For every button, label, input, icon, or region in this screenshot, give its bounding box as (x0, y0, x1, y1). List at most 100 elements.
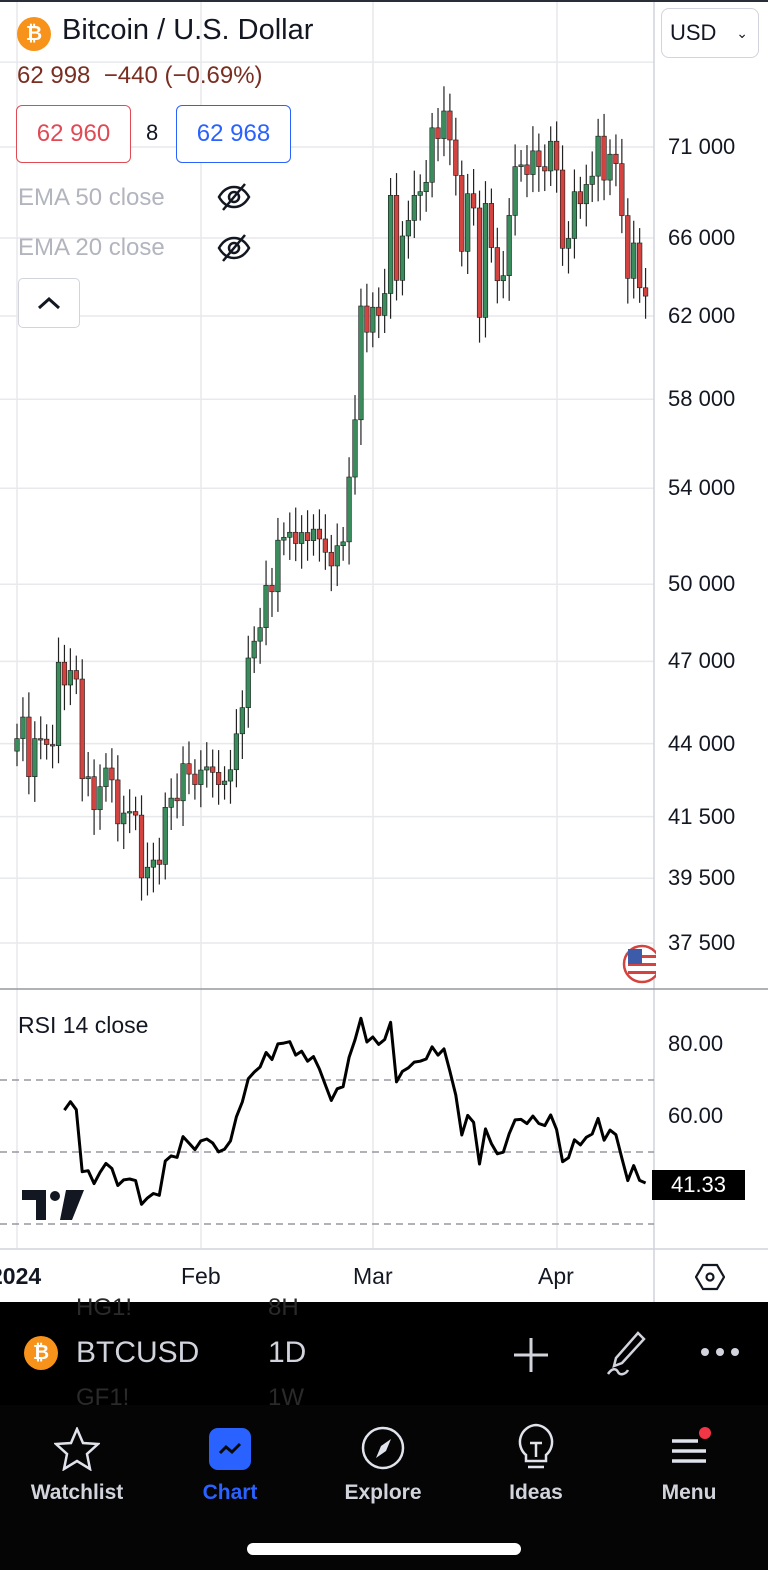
rsi-axis-label: 80.00 (668, 1031, 724, 1056)
more-icon[interactable] (700, 1346, 740, 1358)
candle-up (607, 153, 613, 181)
tab-explore[interactable]: Explore (306, 1405, 460, 1505)
currency-select[interactable]: USD ⌄ (661, 8, 759, 58)
candle-up (583, 184, 589, 205)
candle-down (38, 738, 44, 741)
price-axis-label: 39 500 (668, 865, 736, 891)
price-axis-label: 37 500 (668, 930, 736, 955)
rsi-line (63, 1016, 647, 1206)
bitcoin-icon: ₿ (17, 17, 51, 51)
tab-watchlist[interactable]: Watchlist (0, 1405, 154, 1505)
candle-down (328, 551, 334, 567)
candle-up (589, 175, 595, 185)
chart-settings-icon[interactable] (695, 1262, 725, 1292)
indicator-ema50-label[interactable]: EMA 50 close (18, 184, 165, 211)
candle-up (405, 220, 411, 237)
candle-down (601, 135, 607, 181)
candle-down (625, 215, 631, 279)
candle-down (536, 150, 542, 167)
price-axis-label: 50 000 (668, 571, 736, 597)
candle-down (322, 538, 328, 553)
last-price: 62 998 (17, 62, 91, 89)
price-change-line: 62 998 −440 (−0.69%) (17, 62, 263, 90)
lightbulb-icon (518, 1423, 554, 1469)
candle-up (263, 584, 269, 628)
collapse-legend-button[interactable] (18, 278, 80, 328)
eye-off-icon[interactable] (216, 182, 252, 212)
candle-down (559, 169, 566, 249)
candle-up (221, 780, 228, 785)
rsi-legend[interactable]: RSI 14 close (18, 1012, 149, 1039)
candle-up (595, 135, 601, 177)
buy-button[interactable]: 62 968 (176, 105, 291, 163)
candle-down (115, 779, 121, 825)
us-flag-icon[interactable] (622, 944, 656, 984)
candle-up (162, 807, 168, 865)
candle-up (204, 766, 210, 771)
indicator-ema20-label[interactable]: EMA 20 close (18, 234, 165, 261)
candle-up (382, 293, 388, 316)
candle-up (346, 476, 352, 543)
tab-label: Chart (202, 1481, 258, 1504)
price-axis-label: 71 000 (668, 134, 736, 159)
candle-down (26, 716, 32, 778)
candle-up (334, 545, 340, 567)
candle-up (67, 670, 73, 686)
chart-canvas[interactable] (0, 0, 768, 1302)
candle-up (127, 811, 133, 814)
candle-up (32, 738, 38, 778)
symbol-button[interactable]: BTCUSD (76, 1336, 200, 1369)
candle-up (512, 166, 518, 216)
candle-down (61, 661, 68, 686)
pencil-icon[interactable] (604, 1330, 648, 1378)
top-border (0, 0, 768, 2)
candle-down (91, 776, 97, 811)
candle-down (192, 773, 198, 785)
candle-up (103, 767, 109, 787)
symbol-title[interactable]: Bitcoin / U.S. Dollar (62, 14, 314, 46)
sell-button[interactable]: 62 960 (16, 105, 131, 163)
candle-down (494, 247, 500, 282)
time-label: Feb (181, 1263, 221, 1289)
candle-down (186, 763, 192, 775)
candle-up (144, 866, 151, 879)
candle-up (281, 536, 287, 541)
change-pct: (−0.69%) (164, 62, 263, 89)
change: −440 (103, 62, 158, 89)
price-axis-label: 41 500 (668, 803, 736, 829)
tab-menu[interactable]: Menu (612, 1405, 766, 1505)
home-indicator[interactable] (247, 1543, 521, 1555)
candle-up (198, 769, 204, 785)
candle-up (399, 235, 406, 281)
candle-down (109, 767, 115, 781)
candle-down (364, 305, 370, 333)
candle-down (293, 531, 299, 544)
candle-up (310, 528, 317, 541)
candle-up (571, 191, 578, 239)
symbol-bar: HG1! 8H ₿ BTCUSD 1D GF1! 1W (0, 1294, 768, 1411)
candle-down (269, 584, 275, 593)
time-label-year: 2024 (0, 1263, 42, 1289)
candle-up (370, 306, 376, 333)
tab-label: Menu (661, 1481, 717, 1504)
candle-up (411, 195, 417, 221)
price-axis-label: 47 000 (668, 648, 736, 674)
candle-down (471, 193, 477, 209)
chevron-down-icon: ⌄ (736, 24, 748, 41)
price-axis-label: 58 000 (668, 386, 736, 412)
eye-off-icon[interactable] (216, 233, 252, 263)
candle-up (518, 164, 524, 167)
tab-chart[interactable]: Chart (153, 1405, 307, 1505)
tab-ideas[interactable]: Ideas (459, 1405, 613, 1505)
candle-up (168, 797, 174, 808)
rsi-current-value: 41.33 (652, 1170, 745, 1200)
plus-icon[interactable] (512, 1336, 550, 1374)
interval-button[interactable]: 1D (268, 1336, 307, 1369)
candle-down (447, 110, 453, 141)
candle-down (393, 195, 400, 281)
price-axis-label: 66 000 (668, 225, 736, 251)
candle-up (275, 539, 281, 593)
ghost-interval: 8H (268, 1294, 299, 1321)
candle-down (619, 163, 625, 216)
candle-up (565, 238, 572, 249)
